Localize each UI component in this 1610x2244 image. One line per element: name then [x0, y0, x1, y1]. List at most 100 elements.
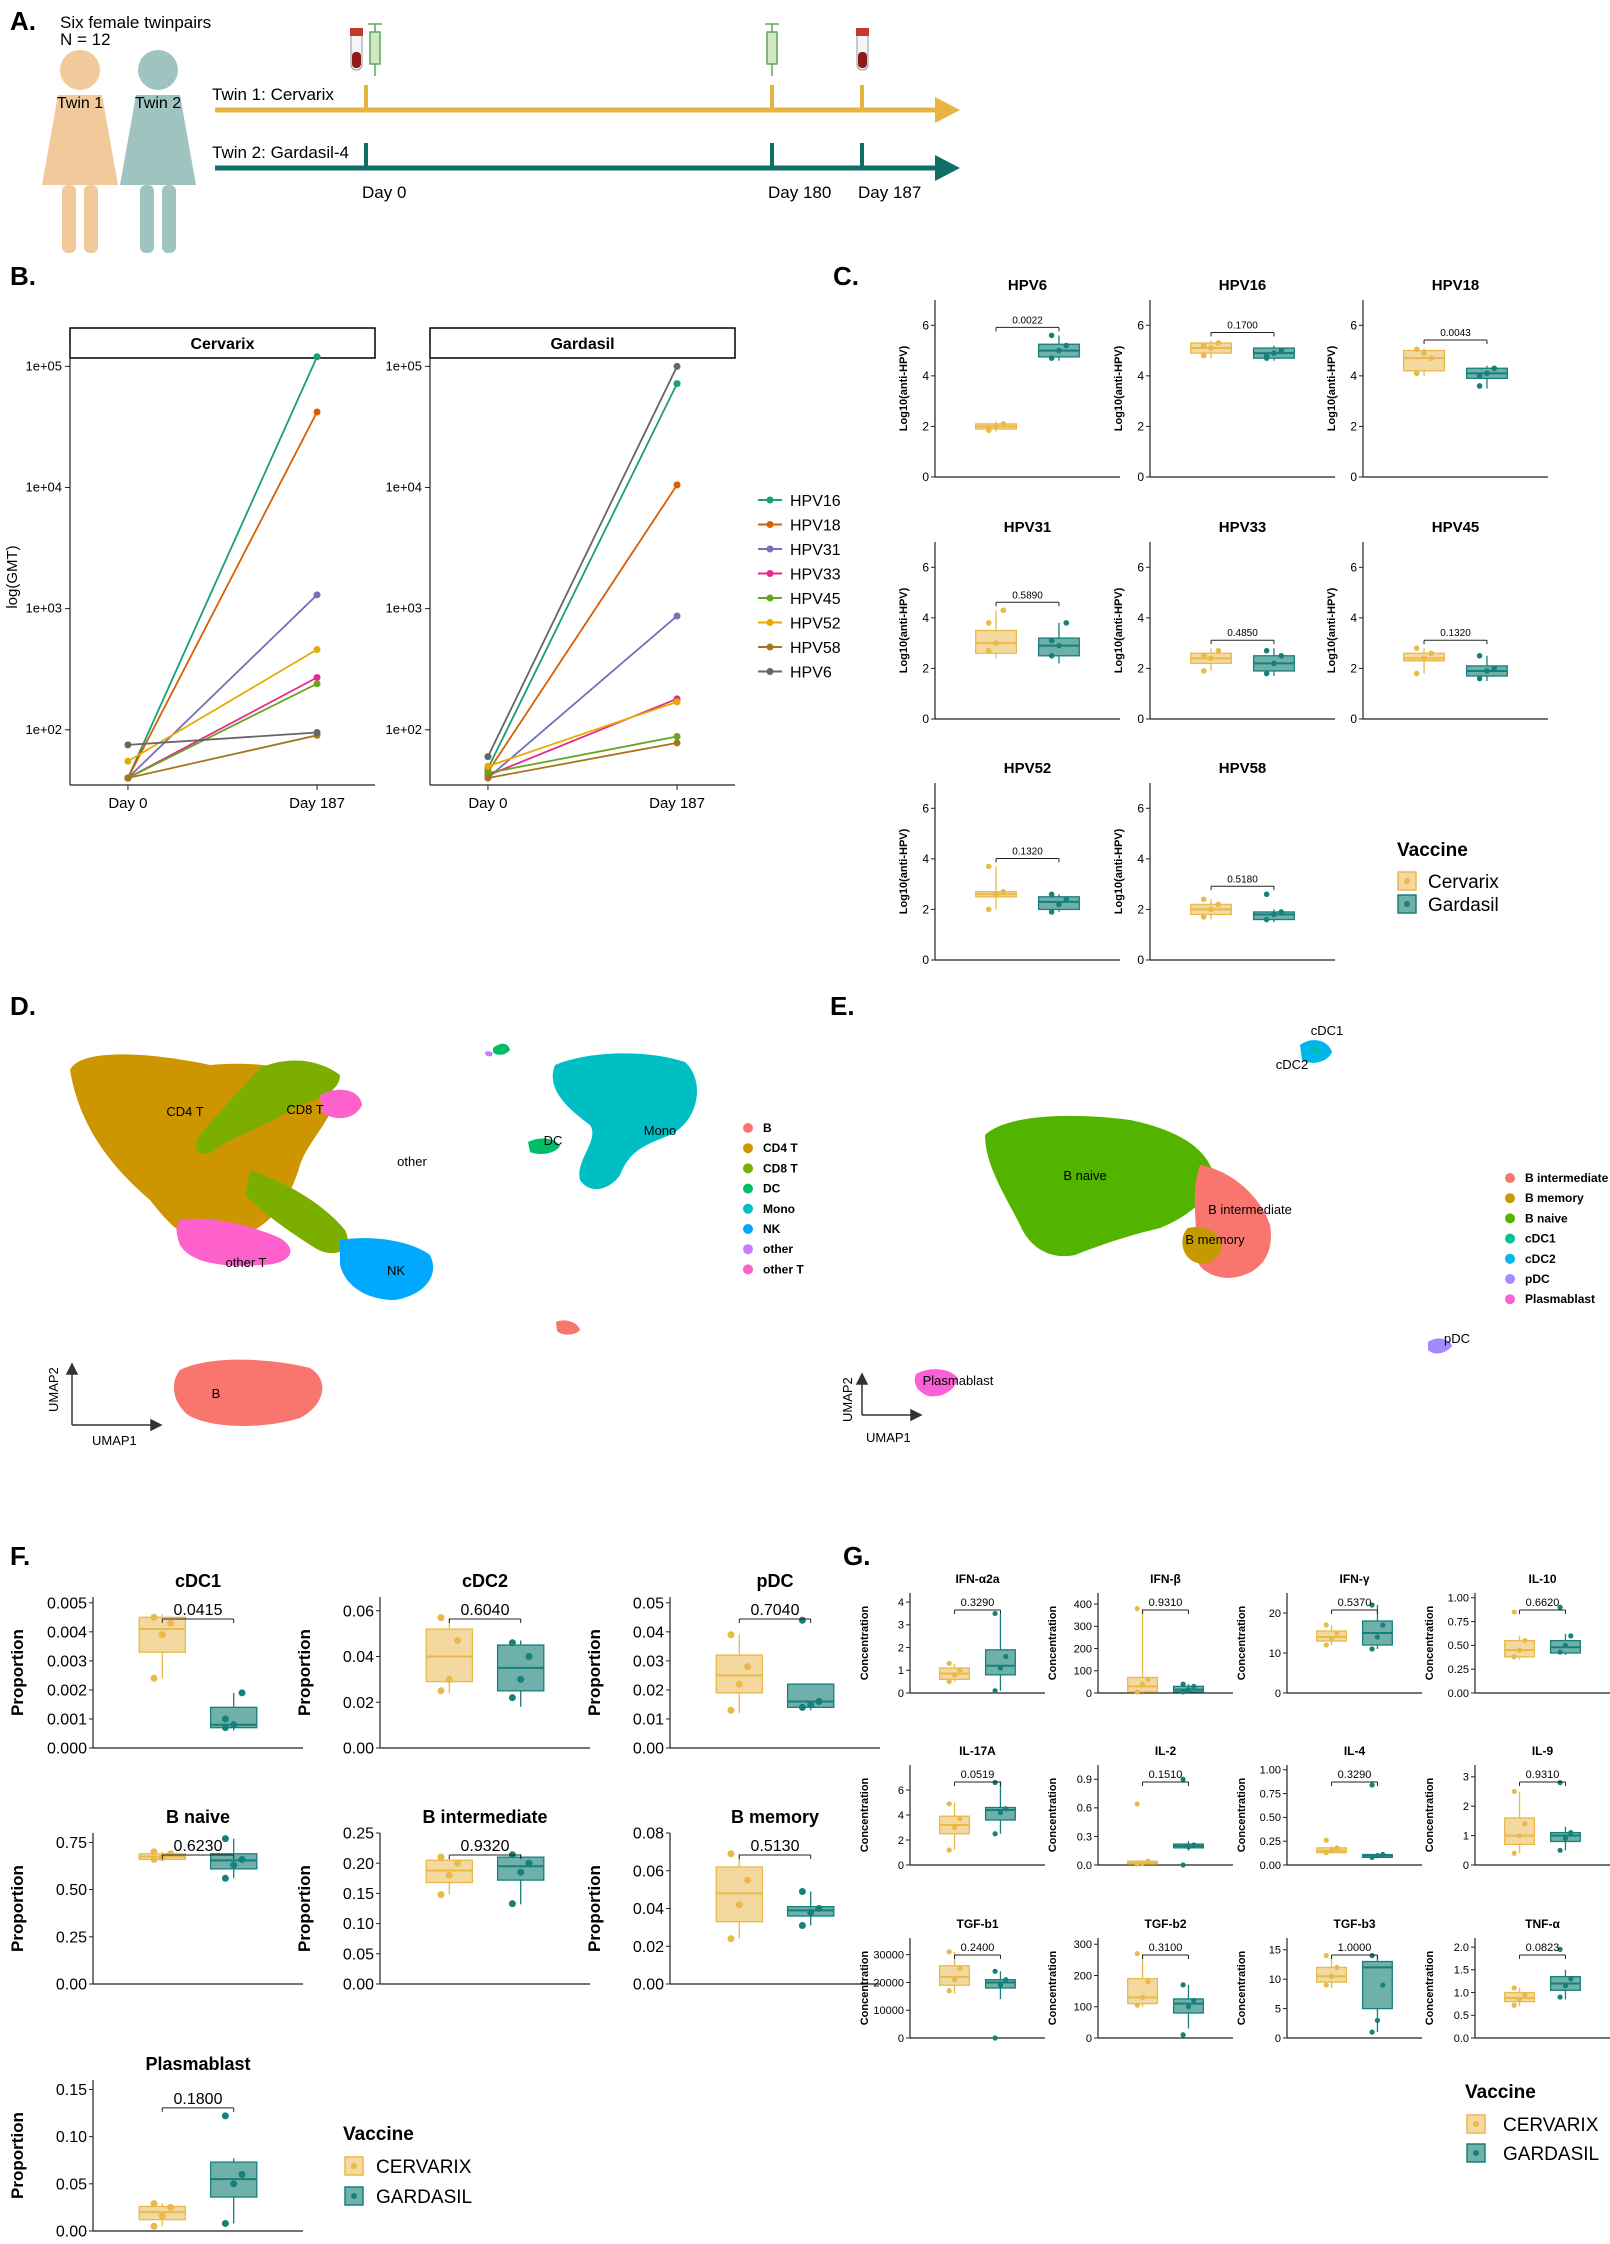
cluster-dc — [493, 1043, 510, 1055]
p-value-label: 0.2400 — [961, 1942, 995, 1954]
data-point-cervarix — [1000, 421, 1007, 427]
y-tick-label: 20 — [1269, 1608, 1281, 1620]
data-point-cervarix — [957, 1965, 963, 1972]
data-point-cervarix — [1323, 1850, 1329, 1856]
legend-label: CD8 T — [763, 1161, 798, 1175]
subplot-title: TGF-b3 — [1334, 1917, 1376, 1931]
legend-key-dot — [766, 668, 774, 675]
cluster-b-memory — [1182, 1226, 1222, 1264]
y-tick-label: 0.75 — [1448, 1616, 1469, 1628]
y-tick-label: 0.00 — [56, 2224, 87, 2241]
data-point-cervarix — [957, 1816, 963, 1822]
data-point-gardasil — [1263, 647, 1270, 654]
legend-label: HPV31 — [790, 542, 841, 559]
y-tick-label: 1e+03 — [385, 601, 422, 616]
y-tick-label: 0 — [1137, 953, 1144, 967]
data-point-cervarix — [437, 1891, 445, 1899]
y-tick-label: 1 — [1463, 1830, 1469, 1842]
data-point-cervarix — [454, 1859, 462, 1867]
cluster-label: other T — [226, 1255, 267, 1270]
data-point-gardasil — [1185, 1844, 1192, 1850]
data-point-gardasil — [221, 2219, 229, 2227]
data-point-cervarix — [735, 1680, 743, 1688]
legend-key-dot — [766, 521, 774, 528]
y-axis-label: Proportion — [8, 2112, 27, 2199]
data-point-cervarix — [1134, 1951, 1140, 1957]
data-point-cervarix — [1323, 1953, 1329, 1959]
data-point-cervarix — [167, 1850, 175, 1858]
y-axis-label: Concentration — [859, 1777, 871, 1852]
data-point-gardasil — [1476, 373, 1483, 379]
cluster-nk — [340, 1238, 434, 1300]
data-point-cervarix — [1413, 670, 1420, 677]
data-point-gardasil — [1003, 1977, 1009, 1983]
data-point-cervarix — [1516, 1996, 1523, 2002]
data-point-gardasil — [1180, 1982, 1186, 1988]
data-point-cervarix — [1200, 652, 1207, 659]
y-tick-label: 0.25 — [56, 1929, 87, 1946]
data-point-gardasil — [807, 1908, 815, 1916]
box-cervarix — [425, 1628, 474, 1683]
subplot-title: TGF-b2 — [1145, 1917, 1187, 1931]
facet-title: Cervarix — [190, 336, 254, 353]
y-tick-label: 1e+02 — [385, 722, 422, 737]
legend-key-dot — [743, 1203, 753, 1214]
series-line-hpv52 — [487, 700, 678, 768]
y-tick-label: 6 — [898, 1785, 904, 1797]
y-tick-label: 6 — [922, 560, 929, 574]
y-tick-label: 0.003 — [47, 1653, 87, 1670]
cluster-b — [173, 1359, 323, 1426]
data-point-cervarix — [951, 1824, 958, 1831]
box-gardasil — [984, 1649, 1016, 1676]
data-point-cervarix — [158, 1631, 166, 1639]
data-point-gardasil — [1271, 660, 1277, 667]
data-point-gardasil — [1263, 670, 1270, 677]
y-tick-label: 1e+04 — [385, 479, 422, 494]
y-tick-label: 0.06 — [343, 1603, 374, 1620]
y-tick-label: 10 — [1269, 1974, 1281, 1986]
subplot-title: HPV58 — [1219, 760, 1267, 777]
data-point-cervarix — [437, 1687, 445, 1695]
p-value-label: 0.6040 — [461, 1602, 510, 1619]
data-point-hpv6 — [124, 741, 132, 749]
y-tick-label: 10000 — [873, 2005, 904, 2017]
y-tick-label: 4 — [1137, 369, 1144, 383]
data-point-cervarix — [1511, 2002, 1517, 2008]
data-point-cervarix — [1200, 914, 1207, 920]
subplot-title: HPV45 — [1432, 519, 1480, 536]
legend-key-dot — [1505, 1213, 1515, 1224]
data-point-cervarix — [1134, 2002, 1140, 2008]
y-tick-label: 0.05 — [56, 2176, 87, 2193]
data-point-cervarix — [1511, 1788, 1517, 1795]
panel-b-letter: B. — [10, 261, 36, 291]
subplot-title: TNF-α — [1525, 1917, 1560, 1931]
data-point-gardasil — [1374, 1852, 1381, 1859]
y-tick-label: 2 — [1463, 1801, 1469, 1813]
legend-key-dot — [1505, 1294, 1515, 1305]
data-point-gardasil — [1191, 1842, 1197, 1848]
data-point-cervarix — [735, 1901, 743, 1909]
series-line-hpv16 — [487, 383, 678, 769]
legend-label: B — [763, 1121, 772, 1135]
data-point-gardasil — [1491, 665, 1498, 672]
subplot-title: HPV52 — [1004, 760, 1052, 777]
data-point-gardasil — [992, 2035, 998, 2041]
y-tick-label: 3 — [898, 1620, 904, 1632]
data-point-gardasil — [230, 2180, 238, 2188]
data-point-cervarix — [445, 1675, 453, 1683]
cluster-label: B — [212, 1386, 221, 1401]
data-point-cervarix — [1511, 1985, 1517, 1991]
data-point-cervarix — [1428, 355, 1435, 361]
data-point-hpv18 — [673, 481, 681, 489]
subplot-title: cDC1 — [175, 1571, 221, 1591]
y-axis-label: Concentration — [1424, 1605, 1436, 1680]
series-line-hpv33 — [487, 698, 678, 777]
data-point-gardasil — [221, 1715, 229, 1723]
y-tick-label: 1e+05 — [385, 358, 422, 373]
y-axis-label: Concentration — [859, 1605, 871, 1680]
cluster-cd8t — [245, 1170, 348, 1254]
cluster-label: B intermediate — [1208, 1202, 1292, 1217]
x-tick-label: Day 0 — [468, 795, 507, 812]
data-point-cervarix — [985, 906, 992, 913]
y-tick-label: 0.05 — [633, 1595, 664, 1612]
